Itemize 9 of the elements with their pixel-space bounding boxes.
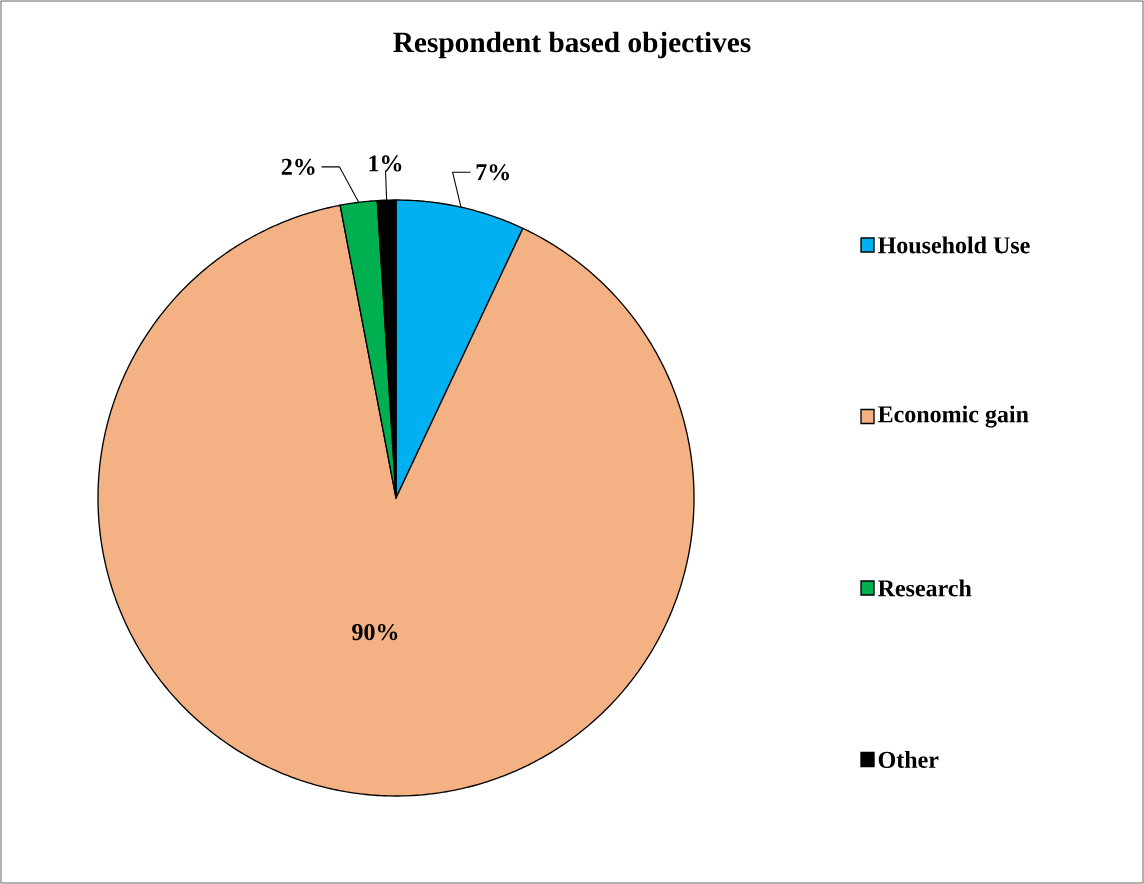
legend-label: Household Use <box>878 236 1030 254</box>
legend-label: Economic gain <box>878 405 1029 428</box>
data-label: 90% <box>352 623 398 641</box>
legend-label: Other <box>878 751 939 768</box>
data-label: 1% <box>369 155 402 172</box>
chart-title: Respondent based objectives <box>393 31 751 59</box>
data-label: 2% <box>281 158 315 175</box>
data-label: 7% <box>476 164 509 181</box>
legend-label: Research <box>878 579 972 597</box>
